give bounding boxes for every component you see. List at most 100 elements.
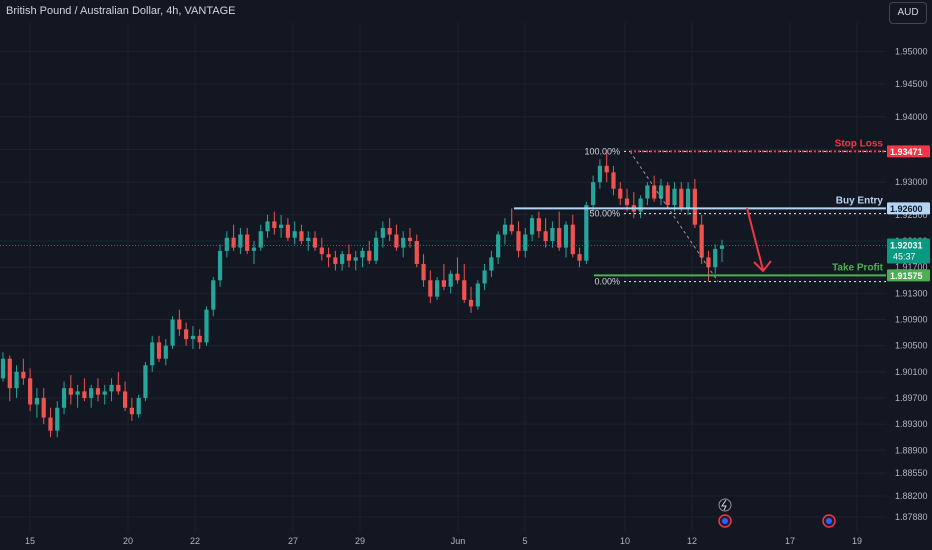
- y-tick-label: 1.90900: [895, 315, 928, 325]
- trade-annotations: 100.00% 50.00% 0.00% Stop Loss Buy Entry Take…: [0, 138, 886, 287]
- candle-body: [190, 335, 196, 340]
- candle-body: [143, 365, 148, 398]
- candle-body: [468, 299, 474, 307]
- candle-body: [536, 218, 541, 232]
- projection-arrow: [746, 207, 764, 271]
- candle-body: [394, 234, 399, 248]
- y-tick-label: 1.92500: [895, 210, 928, 220]
- flag-icon: [826, 518, 832, 524]
- x-tick-label: 29: [355, 536, 365, 546]
- time-axis[interactable]: 15 20 22 27 29 Jun 5 10 12 17 19: [25, 536, 862, 546]
- candle-body: [265, 221, 270, 232]
- stop-loss-label: Stop Loss: [835, 138, 884, 149]
- candle-body: [319, 247, 324, 255]
- candle-body: [414, 241, 419, 264]
- candle-body: [435, 280, 440, 297]
- candle-body: [245, 234, 250, 251]
- candle-body: [713, 248, 718, 268]
- candle-body: [333, 257, 338, 264]
- candle-body: [340, 254, 345, 264]
- candle-body: [312, 237, 318, 248]
- candle-body: [48, 417, 53, 431]
- candle-body: [251, 247, 257, 251]
- candle-body: [577, 254, 582, 261]
- candle-body: [652, 185, 657, 199]
- candle-body: [109, 384, 114, 392]
- candle-body: [21, 371, 26, 379]
- candle-body: [448, 273, 453, 287]
- y-tick-label: 1.90500: [895, 341, 928, 351]
- lightning-icon: [721, 499, 727, 511]
- candle-body: [428, 280, 433, 297]
- candle-body: [699, 224, 704, 258]
- candle-body: [102, 391, 107, 395]
- candle-body: [543, 231, 548, 242]
- candle-body: [685, 188, 691, 209]
- candle-body: [7, 358, 12, 389]
- candle-body: [502, 224, 508, 235]
- y-tick-label: 1.89700: [895, 393, 928, 403]
- fib-level-label: 0.00%: [594, 277, 620, 287]
- candle-body: [34, 397, 40, 405]
- candle-body: [170, 319, 175, 346]
- stop-loss-price-tag: [887, 145, 930, 158]
- candle-body: [272, 221, 277, 228]
- take-profit-price-label: 1.91575: [890, 271, 923, 281]
- candle-body: [89, 388, 94, 398]
- x-tick-label: 5: [522, 536, 527, 546]
- current-price-label: 1.92031: [890, 241, 923, 251]
- x-tick-label: 15: [25, 536, 35, 546]
- x-tick-label: 20: [123, 536, 133, 546]
- candle-body: [279, 224, 284, 228]
- candle-body: [421, 263, 426, 281]
- y-tick-label: 1.88550: [895, 468, 928, 478]
- candle-body: [258, 231, 263, 248]
- take-profit-label: Take Profit: [832, 262, 884, 273]
- candle-body: [482, 270, 487, 284]
- candle-body: [28, 378, 33, 405]
- candle-body: [129, 407, 134, 415]
- chart-title: British Pound / Australian Dollar, 4h, V…: [6, 5, 236, 17]
- y-tick-label: 1.95000: [895, 46, 928, 56]
- candle-body: [611, 172, 616, 189]
- candle-body: [61, 388, 67, 408]
- candle-body: [150, 342, 155, 366]
- candle-body: [570, 224, 575, 255]
- candle-body: [591, 182, 596, 206]
- candle-body: [353, 257, 358, 261]
- candles: [0, 152, 725, 438]
- candle-body: [360, 250, 365, 258]
- y-tick-label: 1.88900: [895, 445, 928, 455]
- grid: [0, 22, 886, 532]
- x-tick-label: 22: [190, 536, 200, 546]
- candle-body: [373, 237, 379, 261]
- candle-body: [231, 237, 236, 248]
- candle-body: [285, 224, 290, 238]
- candle-body: [550, 227, 555, 242]
- y-tick-label: 1.90100: [895, 367, 928, 377]
- x-tick-label: 12: [687, 536, 697, 546]
- candle-body: [82, 391, 87, 398]
- y-tick-label: 1.91700: [895, 262, 928, 272]
- candle-body: [367, 250, 372, 261]
- candle-body: [68, 388, 73, 395]
- candle-body: [122, 391, 128, 408]
- candle-body: [197, 335, 202, 343]
- y-tick-label: 1.93000: [895, 177, 928, 187]
- candle-body: [557, 227, 562, 248]
- currency-button[interactable]: AUD: [889, 2, 927, 24]
- x-tick-label: Jun: [451, 536, 466, 546]
- y-tick-label: 1.87880: [895, 512, 928, 522]
- event-markers[interactable]: [718, 498, 836, 528]
- candle-body: [238, 234, 243, 248]
- candle-body: [489, 257, 494, 271]
- candle-body: [346, 254, 352, 261]
- candle-body: [604, 165, 609, 173]
- candle-body: [584, 205, 589, 261]
- candle-body: [679, 188, 684, 209]
- candle-body: [672, 188, 677, 206]
- candle-body: [75, 391, 80, 395]
- candle-body: [14, 371, 19, 389]
- price-axis[interactable]: 1.950001.945001.940001.935001.930001.925…: [887, 46, 930, 522]
